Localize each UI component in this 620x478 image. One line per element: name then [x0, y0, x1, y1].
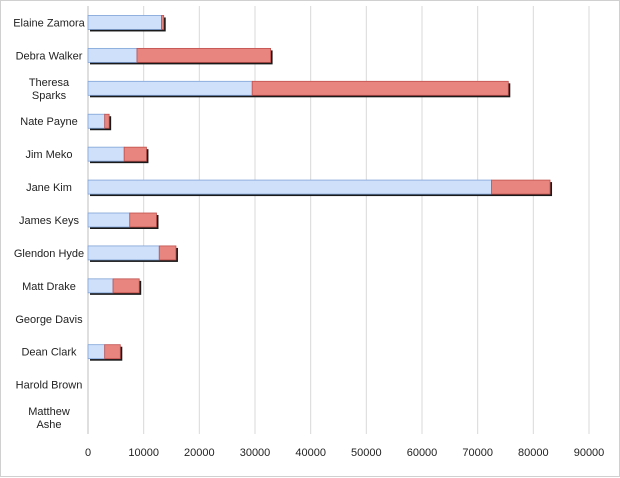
bar-segment-series-2 — [136, 47, 271, 63]
category-label: Elaine Zamora — [13, 17, 85, 29]
category-label: Harold Brown — [16, 380, 83, 392]
category-label: James Keys — [19, 215, 79, 227]
x-tick-label: 40000 — [295, 447, 326, 459]
bar-segment-series-2 — [104, 113, 110, 129]
category-label: Jim Meko — [25, 149, 72, 161]
bar-segment-series-1 — [87, 80, 253, 96]
category-label: Jane Kim — [26, 182, 72, 194]
category-label: Debra Walker — [16, 50, 83, 62]
bar-segment-series-1 — [87, 278, 114, 294]
category-label: Theresa Sparks — [29, 77, 70, 102]
bar-segment-series-1 — [87, 179, 492, 195]
bar-segment-series-1 — [87, 47, 138, 63]
category-label: Dean Clark — [21, 347, 77, 359]
x-tick-label: 60000 — [407, 447, 438, 459]
category-label: Matthew Ashe — [28, 406, 70, 431]
bar-segment-series-1 — [87, 344, 106, 360]
category-label: Matt Drake — [22, 281, 76, 293]
x-tick-label: 30000 — [240, 447, 271, 459]
bar-segment-series-2 — [491, 179, 551, 195]
bar-segment-series-2 — [161, 15, 165, 30]
bar-segment-series-1 — [87, 15, 162, 30]
x-tick-label: 0 — [85, 447, 91, 459]
category-label: George Davis — [15, 314, 83, 326]
x-tick-label: 20000 — [184, 447, 215, 459]
bar-segment-series-2 — [158, 245, 177, 261]
bar-segment-series-2 — [251, 80, 509, 96]
x-tick-label: 70000 — [462, 447, 493, 459]
category-label: Nate Payne — [20, 116, 77, 128]
x-tick-label: 90000 — [574, 447, 605, 459]
bar-segment-series-1 — [87, 113, 106, 129]
x-tick-label: 50000 — [351, 447, 382, 459]
bar-segment-series-1 — [87, 245, 160, 261]
bar-segment-series-1 — [87, 212, 131, 228]
bar-segment-series-2 — [112, 278, 140, 294]
bar-segment-series-2 — [123, 146, 147, 162]
x-tick-label: 80000 — [518, 447, 549, 459]
x-tick-label: 10000 — [128, 447, 159, 459]
bar-segment-series-2 — [104, 344, 121, 360]
bar-segment-series-2 — [129, 212, 157, 228]
bar-segment-series-1 — [87, 146, 125, 162]
category-label: Glendon Hyde — [14, 248, 84, 260]
